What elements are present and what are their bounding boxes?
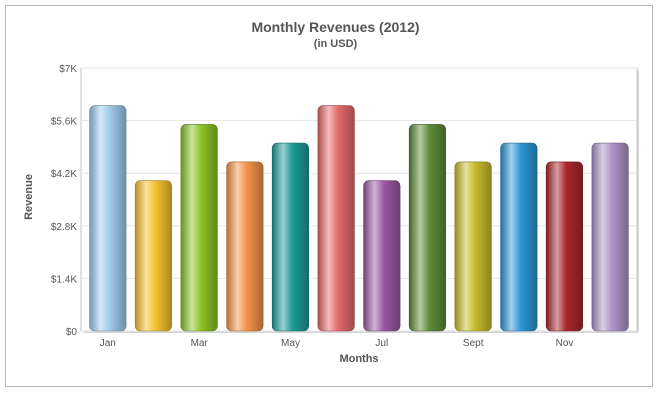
bar-apr[interactable] [226,161,264,332]
y-tick-label: $7K [59,64,77,75]
bar-oct[interactable] [500,142,538,332]
y-tick-label: $2.8K [51,222,77,233]
x-tick-label: Mar [191,338,209,349]
bar-may[interactable] [271,142,310,332]
y-axis-ticks: $0 $1.4K $2.8K $4.2K $5.6K $7K [51,64,78,338]
y-tick-label: $4.2K [51,169,77,180]
gridlines [81,67,637,332]
bar-feb[interactable] [134,180,172,332]
chart-subtitle: (in USD) [313,38,358,50]
y-tick-label: $0 [66,327,78,338]
y-tick-label: $1.4K [51,274,77,285]
x-axis-ticks: Jan Mar May Jul Sept Nov [100,338,574,349]
x-tick-label: Nov [556,338,574,349]
x-tick-label: Jul [375,338,388,349]
x-tick-label: Sept [463,338,484,349]
y-tick-label: $5.6K [51,117,77,128]
bars [89,105,629,332]
bar-aug[interactable] [408,124,447,332]
x-tick-label: Jan [100,338,116,349]
bar-mar[interactable] [180,124,218,332]
bar-nov[interactable] [545,161,584,332]
bar-jan[interactable] [89,105,127,332]
bar-jul[interactable] [363,180,401,332]
plot-area [80,67,639,333]
bar-dec[interactable] [591,142,629,332]
chart-title: Monthly Revenues (2012) [251,19,420,35]
x-tick-label: May [281,338,300,349]
bar-sept[interactable] [454,161,492,332]
bar-jun[interactable] [317,105,355,332]
x-axis-title: Months [339,353,378,365]
y-axis-title: Revenue [23,174,35,220]
